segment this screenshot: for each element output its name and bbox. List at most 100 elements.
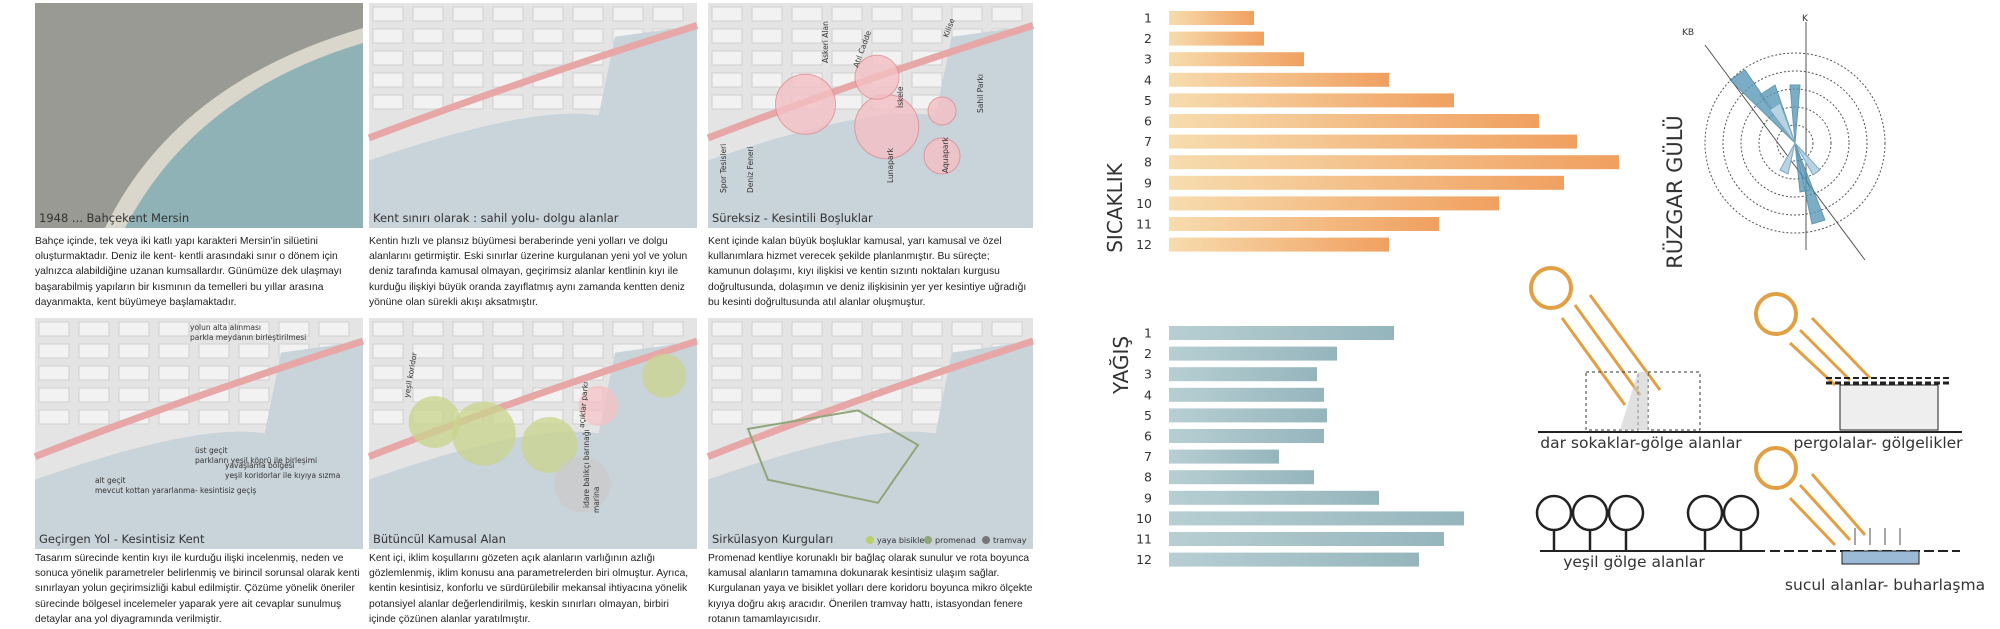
- map-block: [871, 343, 903, 359]
- panel-text: Kentin hızlı ve plansız büyümesi beraber…: [369, 236, 688, 308]
- map-block: [791, 321, 823, 337]
- map-block: [158, 321, 190, 337]
- map-block: [372, 50, 404, 66]
- map-block: [711, 343, 743, 359]
- bar: [1169, 31, 1264, 46]
- map-block: [711, 6, 743, 22]
- map-block: [372, 387, 404, 403]
- map-block: [412, 72, 444, 88]
- map-block: [791, 50, 823, 66]
- category-label: 11: [1136, 532, 1152, 547]
- void-area: [854, 54, 900, 100]
- map-block: [492, 50, 524, 66]
- map-block: [158, 409, 190, 425]
- legend-label: yaya bisiklet: [877, 536, 927, 545]
- map-block: [951, 321, 983, 337]
- map-block: [452, 50, 484, 66]
- public-area: [408, 395, 461, 448]
- map-block: [38, 343, 70, 359]
- map-label: Askeri Alan: [821, 21, 830, 63]
- map-sea: [369, 25, 697, 228]
- map-label: Sahil Parkı: [976, 74, 985, 113]
- category-label: 4: [1144, 72, 1152, 87]
- category-label: 3: [1144, 52, 1152, 67]
- public-area: [642, 353, 687, 398]
- void-area: [927, 96, 957, 126]
- panel-caption: Süreksiz - Kesintili Boşluklar: [712, 211, 873, 225]
- category-label: 11: [1136, 217, 1152, 232]
- panel-caption: Kent sınırı olarak : sahil yolu- dolgu a…: [373, 211, 619, 225]
- map-block: [238, 343, 270, 359]
- map-block: [871, 365, 903, 381]
- public-area: [578, 385, 619, 426]
- map-block: [711, 94, 743, 110]
- bar: [1169, 552, 1419, 567]
- coastal-road: [367, 22, 699, 142]
- map-block: [831, 28, 863, 44]
- map-block: [871, 6, 903, 22]
- map-block: [492, 343, 524, 359]
- map-block: [831, 365, 863, 381]
- panel-text: Promenad kentliye korunaklı bir bağlaç o…: [708, 553, 1033, 625]
- map-block: [198, 321, 230, 337]
- map-block: [572, 94, 604, 110]
- bar: [1169, 387, 1324, 402]
- map-sea: [35, 341, 363, 549]
- category-label: 12: [1136, 552, 1152, 567]
- bar: [1169, 511, 1464, 526]
- map-block: [372, 94, 404, 110]
- coastal-road: [33, 337, 365, 460]
- map-label: parkla meydanın birleştirilmesi: [190, 333, 306, 342]
- category-label: 6: [1144, 114, 1152, 129]
- map-panel: Süreksiz - Kesintili Boşluklar Spor Tesis…: [706, 3, 1035, 228]
- aerial-beach: [105, 28, 363, 228]
- map-label: üst geçit: [195, 446, 228, 455]
- bar: [1169, 217, 1439, 231]
- axis-title: SICAKLIK: [1103, 162, 1127, 252]
- map-block: [198, 365, 230, 381]
- bar: [1169, 72, 1389, 87]
- map-sea: [708, 341, 1033, 549]
- direction-label: K: [1802, 14, 1809, 24]
- map-block: [751, 409, 783, 425]
- map-block: [911, 343, 943, 359]
- map-block: [612, 6, 644, 22]
- map-label: alt geçit: [95, 476, 126, 485]
- map-block: [78, 321, 110, 337]
- legend-swatch: [866, 536, 874, 544]
- coastal-road: [367, 337, 699, 460]
- coastal-road: [706, 337, 1035, 460]
- map-block: [711, 28, 743, 44]
- legend-swatch: [982, 536, 990, 544]
- map-block: [911, 321, 943, 337]
- map-block: [751, 50, 783, 66]
- map-block: [532, 6, 564, 22]
- map-block: [118, 321, 150, 337]
- map-block: [492, 94, 524, 110]
- map-block: [238, 321, 270, 337]
- panel-caption: 1948 ... Bahçekent Mersin: [39, 211, 189, 225]
- map-block: [831, 50, 863, 66]
- map-block: [452, 28, 484, 44]
- map-block: [278, 321, 310, 337]
- map-block: [372, 28, 404, 44]
- map-block: [991, 6, 1023, 22]
- map-label: Spor Tesisleri: [719, 144, 728, 193]
- map-block: [751, 365, 783, 381]
- diagram-label: yeşil gölge alanlar: [1563, 553, 1705, 571]
- map-block: [871, 28, 903, 44]
- map-block: [751, 72, 783, 88]
- map-block: [711, 365, 743, 381]
- bar: [1169, 52, 1304, 67]
- map-block: [711, 321, 743, 337]
- map-block: [372, 343, 404, 359]
- category-label: 2: [1144, 346, 1152, 361]
- map-panel: Kent sınırı olarak : sahil yolu- dolgu a…: [367, 3, 699, 228]
- map-block: [78, 387, 110, 403]
- map-block: [791, 365, 823, 381]
- map-label: mevcut kottan yararlanma- kesintisiz geç…: [95, 486, 256, 495]
- map-block: [951, 6, 983, 22]
- map-block: [791, 6, 823, 22]
- map-block: [532, 50, 564, 66]
